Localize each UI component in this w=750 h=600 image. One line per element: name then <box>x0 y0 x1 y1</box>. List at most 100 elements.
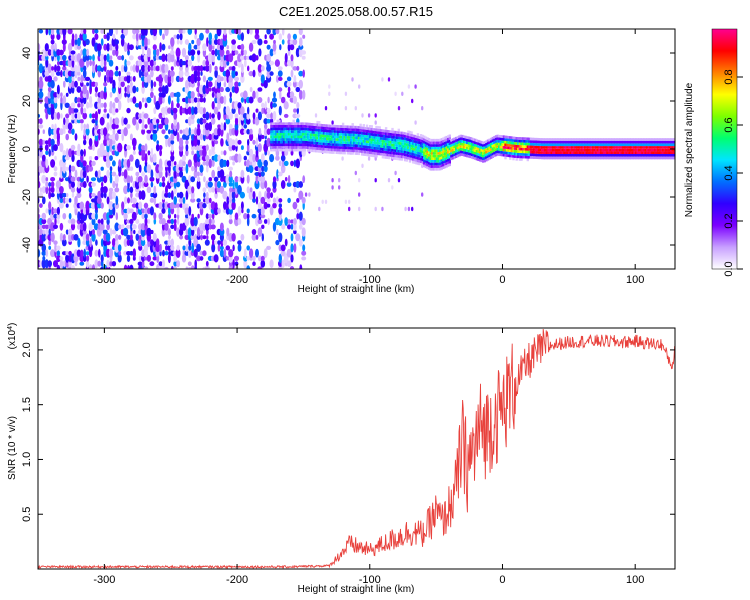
spectral-ridge-cell <box>448 147 451 151</box>
spectral-ridge-cell <box>529 140 533 143</box>
spectral-ridge-cell <box>560 151 563 154</box>
spectral-ridge-cell <box>333 140 337 144</box>
spectrogram-cell <box>263 80 268 89</box>
spectrogram-cell <box>228 166 233 171</box>
spectrogram-cell <box>252 112 256 120</box>
spectrogram-cell <box>258 170 262 178</box>
spectral-ridge-cell <box>292 143 295 147</box>
spectrogram-cell <box>50 44 55 50</box>
spectral-ridge-cell <box>416 143 420 147</box>
spectral-ridge-cell <box>550 148 553 152</box>
spectrogram-cell <box>91 264 96 269</box>
spectral-ridge-cell <box>378 139 381 143</box>
spectral-ridge-cell <box>625 154 628 157</box>
spectrogram-cell <box>190 49 196 56</box>
spectral-ridge-cell <box>439 157 442 160</box>
spectrogram-cell <box>298 190 304 200</box>
spectral-ridge-cell <box>305 122 308 126</box>
spectral-ridge-cell <box>408 136 412 139</box>
spectral-ridge-cell <box>576 138 579 141</box>
spectral-ridge-cell <box>547 148 550 152</box>
spectral-ridge-cell <box>392 136 396 139</box>
spectral-ridge-cell <box>287 146 291 149</box>
spectrogram-cell <box>85 200 90 211</box>
spectrogram-cells <box>38 29 424 269</box>
spectral-ridge-cell <box>392 130 396 134</box>
spectral-ridge-cell <box>601 156 604 160</box>
spectrogram-cell <box>94 249 99 257</box>
spectral-ridge-cell <box>295 130 299 133</box>
spectrogram-cell <box>263 165 268 173</box>
spectrogram-cell <box>171 122 174 130</box>
spectrogram-cell <box>104 75 107 83</box>
spectrogram-cell <box>296 107 299 115</box>
spectral-ridge-cell <box>303 135 307 139</box>
spectral-ridge-cell <box>657 154 660 157</box>
spectrogram-cell <box>135 64 140 73</box>
spectral-ridge-cell <box>572 146 576 149</box>
spectral-ridge-cell <box>591 146 595 149</box>
spectral-ridge-cell <box>445 149 448 152</box>
spectral-ridge-cell <box>467 139 471 142</box>
spectral-ridge-cell <box>625 148 628 152</box>
spectral-ridge-cell <box>541 138 544 141</box>
spectral-ridge-cell <box>582 146 585 149</box>
spectral-ridge-cell <box>572 156 576 160</box>
spectral-ridge-cell <box>364 129 367 133</box>
spectral-ridge-cell <box>556 146 560 149</box>
spectral-ridge-cell <box>650 140 654 144</box>
spectral-ridge-cell <box>458 135 461 138</box>
spectrogram-cell <box>92 229 95 235</box>
spectral-ridge-cell <box>520 150 523 153</box>
spectral-ridge-cell <box>461 134 464 138</box>
spectral-ridge-cell <box>359 150 362 153</box>
spectrogram-cell <box>83 123 87 130</box>
spectrogram-cell <box>41 258 46 269</box>
spectral-ridge-cell <box>419 142 423 145</box>
spectrogram-cell <box>176 227 181 237</box>
spectral-ridge-cell <box>462 153 466 157</box>
spectral-ridge-cell <box>364 134 367 138</box>
spectral-ridge-cell <box>370 151 373 155</box>
spectral-ridge-cell <box>609 146 612 149</box>
spectrogram-cell <box>103 149 108 156</box>
spectrogram-cell <box>74 133 78 141</box>
spectrogram-cell <box>50 192 55 198</box>
spectrogram-cell <box>143 244 149 252</box>
spectral-ridge-cell <box>595 138 598 141</box>
spectral-ridge-cell <box>564 154 568 157</box>
spectral-ridge-cell <box>276 140 279 144</box>
spectral-ridge-cell <box>271 135 275 139</box>
spectrogram-cell <box>74 96 78 104</box>
spectral-ridge-cell <box>389 143 393 147</box>
spectral-ridge-cell <box>558 156 561 160</box>
spectrogram-cell <box>257 255 262 262</box>
spectral-ridge-cell <box>397 136 400 140</box>
spectrogram-cell <box>228 190 233 201</box>
spectral-ridge-cell <box>415 140 418 144</box>
spectral-ridge-cell <box>631 156 635 160</box>
spectral-ridge-cell <box>270 122 273 125</box>
spectral-ridge-cell <box>404 134 407 138</box>
spectrogram-cell <box>387 77 391 82</box>
spectrogram-cell <box>241 63 244 74</box>
spectral-ridge-cell <box>521 150 525 154</box>
spectral-ridge-cell <box>623 151 627 154</box>
spectral-ridge-cell <box>400 137 404 140</box>
spectrogram-cell <box>185 119 189 124</box>
spectrogram-cell <box>276 229 279 235</box>
spectral-ridge-cell <box>491 144 494 148</box>
spectrogram-cell <box>153 212 157 221</box>
spectral-ridge-cell <box>494 153 498 157</box>
spectral-ridge-cell <box>439 138 442 142</box>
spectral-ridge-cell <box>434 162 437 166</box>
spectral-ridge-cell <box>666 148 670 152</box>
spectrogram-cell <box>228 75 233 83</box>
spectrogram-cell <box>176 102 180 109</box>
spectrogram-cell <box>51 124 54 129</box>
spectrogram-cell <box>156 118 160 124</box>
spectrogram-cell <box>295 86 301 93</box>
spectrogram-cell <box>114 242 120 253</box>
spectrogram-cell <box>92 60 95 67</box>
spectral-ridge-cell <box>338 133 342 136</box>
